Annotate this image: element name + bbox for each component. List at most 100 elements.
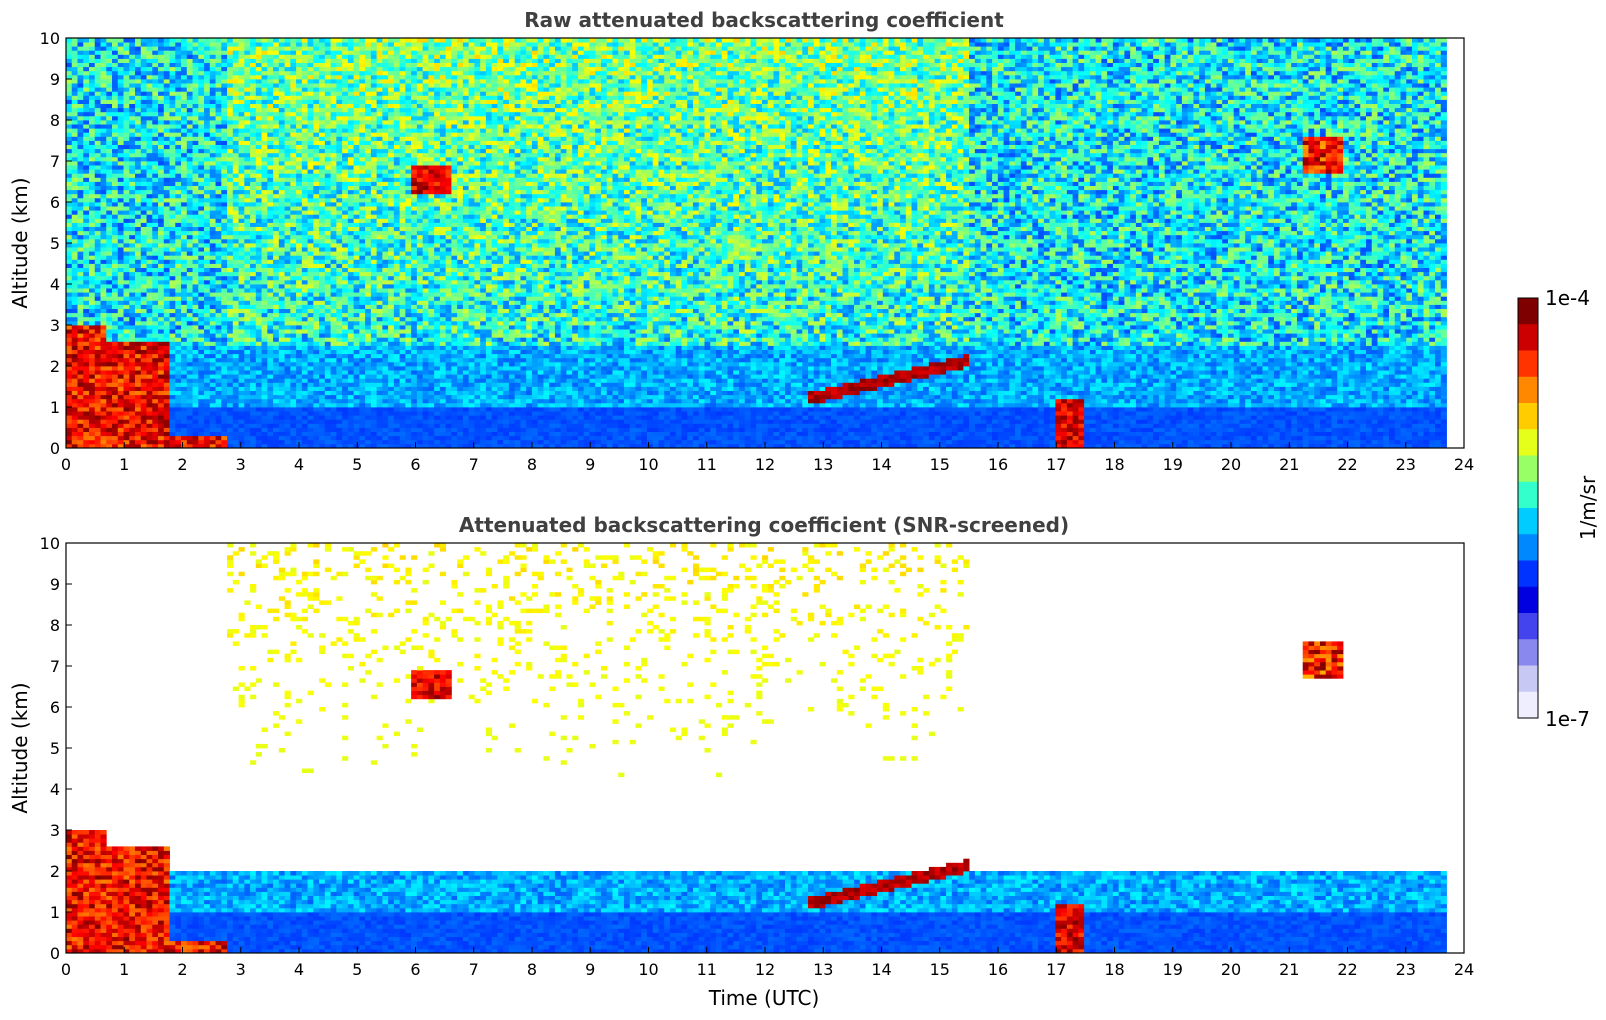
heatmap-cell xyxy=(181,87,187,92)
heatmap-cell xyxy=(106,407,112,412)
heatmap-cell xyxy=(250,255,256,259)
heatmap-cell xyxy=(262,169,268,174)
heatmap-cell xyxy=(141,268,147,273)
heatmap-cell xyxy=(181,341,187,346)
heatmap-cell xyxy=(216,284,222,289)
heatmap-cell xyxy=(101,128,107,133)
heatmap-cell xyxy=(78,366,84,371)
heatmap-cell xyxy=(72,436,78,441)
heatmap-cell xyxy=(239,288,245,293)
heatmap-cell xyxy=(118,173,124,178)
heatmap-cell xyxy=(267,198,273,203)
heatmap-cell xyxy=(348,116,354,121)
heatmap-cell xyxy=(124,264,130,269)
heatmap-cell xyxy=(256,264,262,269)
heatmap-cell xyxy=(296,341,302,346)
heatmap-cell xyxy=(221,337,227,342)
heatmap-cell xyxy=(187,300,193,305)
heatmap-cell xyxy=(89,378,95,383)
heatmap-cell xyxy=(308,108,314,113)
heatmap-cell xyxy=(348,276,354,281)
heatmap-cell xyxy=(216,247,222,252)
heatmap-cell xyxy=(158,54,164,59)
heatmap-cell xyxy=(141,235,147,240)
heatmap-cell xyxy=(302,59,308,64)
heatmap-cell xyxy=(336,296,342,301)
heatmap-cell xyxy=(285,387,291,392)
heatmap-cell xyxy=(187,186,193,191)
heatmap-cell xyxy=(72,333,78,338)
heatmap-cell xyxy=(216,428,222,433)
heatmap-cell xyxy=(210,87,216,92)
heatmap-cell xyxy=(342,46,348,51)
heatmap-cell xyxy=(181,436,187,441)
heatmap-cell xyxy=(135,259,141,264)
heatmap-cell xyxy=(152,251,158,256)
heatmap-cell xyxy=(302,120,308,125)
heatmap-cell xyxy=(187,436,193,441)
heatmap-cell xyxy=(221,251,227,256)
heatmap-cell xyxy=(308,358,314,363)
heatmap-cell xyxy=(325,104,331,109)
heatmap-cell xyxy=(193,87,199,92)
heatmap-cell xyxy=(175,165,181,170)
heatmap-cell xyxy=(164,268,170,273)
heatmap-cell xyxy=(267,288,273,293)
heatmap-cell xyxy=(158,259,164,264)
heatmap-cell xyxy=(72,198,78,203)
heatmap-cell xyxy=(279,59,285,64)
heatmap-cell xyxy=(256,362,262,367)
heatmap-cell xyxy=(325,370,331,375)
heatmap-cell xyxy=(233,145,239,150)
heatmap-cell xyxy=(164,71,170,76)
heatmap-cell xyxy=(250,382,256,387)
heatmap-cell xyxy=(193,75,199,80)
heatmap-cell xyxy=(158,91,164,96)
heatmap-cell xyxy=(78,415,84,420)
heatmap-cell xyxy=(267,255,273,259)
heatmap-cell xyxy=(210,259,216,264)
heatmap-cell xyxy=(290,276,296,281)
heatmap-cell xyxy=(348,407,354,412)
heatmap-cell xyxy=(72,112,78,117)
heatmap-cell xyxy=(181,161,187,166)
heatmap-cell xyxy=(302,284,308,289)
heatmap-cell xyxy=(187,333,193,338)
heatmap-cell xyxy=(193,411,199,416)
heatmap-cell xyxy=(118,296,124,301)
heatmap-cell xyxy=(112,395,118,400)
heatmap-cell xyxy=(78,95,84,100)
heatmap-cell xyxy=(89,198,95,203)
heatmap-cell xyxy=(262,157,268,162)
heatmap-cell xyxy=(135,382,141,387)
heatmap-cell xyxy=(244,210,250,215)
heatmap-cell xyxy=(325,362,331,367)
heatmap-cell xyxy=(273,165,279,170)
heatmap-cell xyxy=(331,190,337,195)
heatmap-cell xyxy=(262,231,268,236)
heatmap-cell xyxy=(313,87,319,92)
heatmap-cell xyxy=(83,190,89,195)
heatmap-cell xyxy=(181,255,187,259)
heatmap-cell xyxy=(285,128,291,133)
heatmap-cell xyxy=(112,358,118,363)
heatmap-cell xyxy=(124,243,130,248)
heatmap-cell xyxy=(72,346,78,351)
heatmap-cell xyxy=(164,321,170,326)
heatmap-cell xyxy=(210,116,216,121)
heatmap-cell xyxy=(164,112,170,117)
heatmap-cell xyxy=(244,182,250,187)
heatmap-cell xyxy=(124,198,130,203)
heatmap-cell xyxy=(204,321,210,326)
heatmap-cell xyxy=(124,38,130,43)
heatmap-cell xyxy=(256,91,262,96)
heatmap-cell xyxy=(227,54,233,59)
heatmap-cell xyxy=(267,83,273,88)
heatmap-cell xyxy=(221,202,227,207)
heatmap-cell xyxy=(227,186,233,191)
heatmap-cell xyxy=(273,370,279,375)
heatmap-cell xyxy=(152,321,158,326)
heatmap-cell xyxy=(83,218,89,223)
heatmap-cell xyxy=(244,186,250,191)
heatmap-cell xyxy=(290,321,296,326)
